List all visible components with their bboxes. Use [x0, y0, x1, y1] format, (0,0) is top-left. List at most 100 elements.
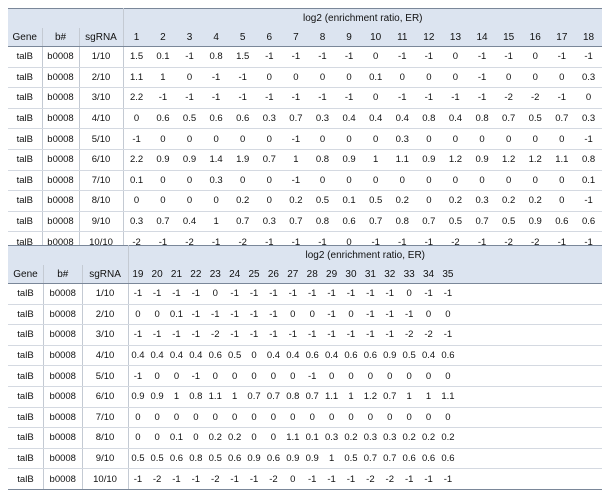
value-cell: 0.6 [224, 448, 245, 470]
value-cell: -1 [360, 324, 381, 346]
sgrna-cell: 5/10 [82, 365, 129, 387]
value-cell: 0.1 [575, 170, 602, 192]
value-cell: 0 [442, 128, 469, 150]
column-header: 19 [128, 265, 148, 284]
value-cell: 1.5 [229, 46, 256, 68]
value-cell: 0 [521, 67, 549, 89]
value-cell: 0 [388, 170, 416, 192]
value-cell: 0 [521, 128, 549, 150]
b-number-cell: b0008 [43, 448, 83, 470]
value-cell: 0.8 [309, 211, 336, 233]
b-number-cell: b0008 [42, 46, 80, 68]
value-cell: 0 [418, 304, 439, 326]
value-cell: -1 [202, 67, 230, 89]
value-cell: -1 [263, 324, 284, 346]
value-cell: 1.1 [123, 67, 150, 89]
value-cell: 0.3 [360, 427, 381, 449]
value-cell: 0 [321, 365, 342, 387]
gene-cell: talB [8, 468, 44, 490]
value-cell: 0.4 [335, 108, 363, 130]
value-cell: 0 [229, 128, 256, 150]
value-cell: -1 [166, 324, 187, 346]
value-cell: -1 [224, 283, 245, 305]
value-cell: 0.5 [521, 108, 549, 130]
table-row: talB b0008 2/10 0 0 0.1 -1 -1 -1 -1 -1 0 0 -1 0 -1 -1 -1 0… [8, 304, 602, 326]
filler-cell [457, 283, 602, 305]
value-cell: 0 [442, 170, 469, 192]
value-cell: 0.3 [202, 170, 230, 192]
table-row: talB b0008 1/10 -1 -1 -1 -1 0 -1 -1 -1 -1 -1 -1 -1 -1 -1… [8, 283, 602, 305]
value-cell: 0 [362, 170, 389, 192]
value-cell: 0.3 [388, 128, 416, 150]
value-cell: 0 [186, 407, 206, 429]
value-cell: 0 [282, 67, 310, 89]
value-cell: 0.9 [147, 386, 167, 408]
column-header: 5 [229, 28, 256, 47]
value-cell: 0.9 [521, 211, 549, 233]
gene-cell: talB [8, 87, 43, 109]
value-cell: 0 [302, 304, 322, 326]
value-cell: -1 [229, 67, 256, 89]
table-row: talB b0008 4/10 0 0.6 0.5 0.6 0.6 0.3 0.7 0.3 0.4 0.… [8, 108, 602, 130]
value-cell: 1 [166, 386, 187, 408]
value-cell: -1 [147, 283, 167, 305]
value-cell: 0 [418, 407, 439, 429]
value-cell: 0.2 [224, 427, 245, 449]
column-header: 6 [256, 28, 283, 47]
value-cell: 2.2 [123, 87, 150, 109]
table-row: talB b0008 2/10 1.1 1 0 -1 -1 0 0 0 0 0.1 0 0 0 -1 0 0 0 0.3 [8, 67, 602, 89]
b-number-cell: b0008 [42, 108, 80, 130]
value-cell: 0 [380, 365, 400, 387]
value-cell: -1 [186, 304, 206, 326]
value-cell: 0.7 [302, 386, 322, 408]
value-cell: -1 [380, 283, 400, 305]
sgrna-cell: 1/10 [79, 46, 124, 68]
value-cell: 0.2 [495, 190, 522, 212]
value-cell: -1 [418, 468, 439, 490]
b-number-cell: b0008 [42, 87, 80, 109]
value-cell: 0.7 [282, 108, 310, 130]
value-cell: -2 [380, 468, 400, 490]
value-cell: 0.6 [575, 211, 602, 233]
table-row: talB b0008 6/10 2.2 0.9 0.9 1.4 1.9 0.7 1 0.8 0.9 1 1… [8, 149, 602, 171]
value-cell: -1 [283, 283, 303, 305]
column-header: 32 [380, 265, 400, 284]
column-header: 1 [123, 28, 150, 47]
value-cell: 0 [176, 128, 203, 150]
column-header: 3 [176, 28, 203, 47]
value-cell: 1.1 [321, 386, 342, 408]
gene-cell: talB [8, 427, 44, 449]
value-cell: -1 [438, 324, 458, 346]
value-cell: 0 [263, 365, 284, 387]
column-header: 8 [309, 28, 336, 47]
column-header: 23 [205, 265, 225, 284]
column-header: 7 [282, 28, 310, 47]
value-cell: 0 [418, 365, 439, 387]
table-row: talB b0008 9/10 0.5 0.5 0.6 0.8 0.5 0.6 0.9 0.6 0.9… [8, 448, 602, 470]
value-cell: 0.1 [166, 427, 187, 449]
value-cell: 0.7 [229, 211, 256, 233]
value-cell: 1.1 [205, 386, 225, 408]
value-cell: -1 [468, 67, 496, 89]
value-cell: 0 [147, 365, 167, 387]
b-number-cell: b0008 [43, 427, 83, 449]
value-cell: -1 [468, 87, 496, 109]
value-cell: 0.9 [176, 149, 203, 171]
value-cell: 0.4 [321, 345, 342, 367]
value-cell: 0.5 [176, 108, 203, 130]
column-header: 30 [341, 265, 361, 284]
value-cell: 0 [521, 170, 549, 192]
value-cell: 0.7 [495, 108, 522, 130]
value-cell: 1.1 [548, 149, 576, 171]
column-header: 31 [360, 265, 381, 284]
value-cell: 0.8 [186, 448, 206, 470]
value-cell: 0 [415, 190, 443, 212]
value-cell: 0.6 [302, 345, 322, 367]
value-cell: 0 [468, 128, 496, 150]
value-cell: -1 [244, 324, 264, 346]
gene-cell: talB [8, 46, 43, 68]
value-cell: 0 [283, 407, 303, 429]
header-title-row: log2 (enrichment ratio, ER) [8, 245, 602, 265]
value-cell: 0 [205, 407, 225, 429]
value-cell: 0 [495, 128, 522, 150]
